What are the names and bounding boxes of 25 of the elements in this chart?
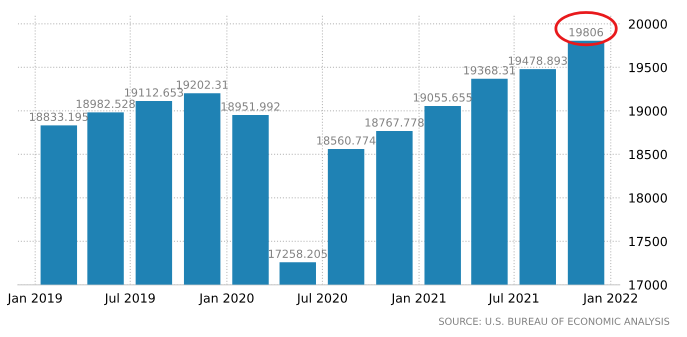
x-tick-label: Jan 2022 [582, 293, 638, 306]
x-tick-label: Jul 2020 [296, 293, 348, 306]
x-tick-label: Jan 2020 [198, 293, 254, 306]
x-tick-label: Jul 2021 [488, 293, 538, 306]
data-label: 19112.653 [125, 88, 184, 97]
data-label: 19478.893 [508, 56, 567, 65]
data-label: 18951.992 [222, 102, 280, 111]
y-tick-label: 20000 [628, 19, 667, 29]
y-tick-label: 17000 [629, 280, 667, 290]
x-tick-label: Jan 2019 [7, 293, 62, 306]
y-tick-label: 19000 [629, 106, 667, 116]
data-label: 18560.774 [317, 136, 376, 145]
y-tick-label: 19500 [629, 62, 667, 72]
data-label: 19202.31 [176, 80, 228, 89]
y-tick-label: 18500 [629, 150, 667, 160]
x-tick-label: Jan 2021 [390, 293, 446, 306]
y-tick-label: 17500 [629, 236, 667, 246]
data-label: 18767.778 [366, 118, 424, 127]
data-label: 18982.528 [76, 100, 135, 108]
x-tick-label: Jul 2019 [104, 293, 155, 306]
data-label: 19806 [570, 28, 604, 36]
data-label: 17258.205 [268, 250, 327, 258]
source-note: SOURCE: U.S. BUREAU OF ECONOMIC ANALYSIS [439, 318, 670, 326]
data-label: 19368.31 [464, 66, 515, 74]
y-tick-label: 18000 [629, 193, 667, 203]
